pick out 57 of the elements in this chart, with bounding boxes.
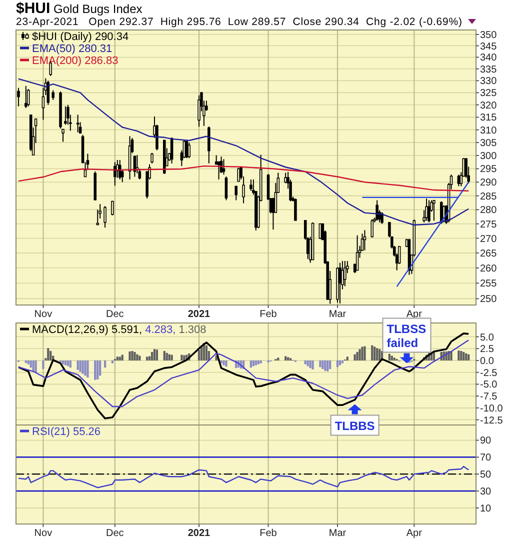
x-tick-label: Dec: [106, 309, 124, 320]
y-tick-label: 50: [480, 470, 492, 481]
text: 4.283,: [142, 324, 176, 336]
y-tick-label: 350: [480, 30, 498, 41]
x-tick-label: Apr: [406, 309, 423, 320]
legend-label: EMA(200) 286.83: [32, 55, 118, 67]
x-tick-label: Feb: [260, 309, 278, 320]
y-tick-label: 335: [480, 64, 498, 76]
y-tick-label: 280: [480, 205, 498, 216]
y-tick-label: -12.5: [480, 415, 504, 426]
y-tick-label: 300: [480, 151, 498, 162]
series-label: 1.308: [176, 324, 206, 336]
y-tick-label: 260: [480, 263, 498, 274]
y-tick-label: -5.0: [480, 380, 498, 391]
y-tick-label: 2.5: [480, 344, 494, 356]
y-tick-label: 345: [480, 41, 498, 52]
y-tick-label: 340: [480, 52, 498, 64]
y-tick-label: -7.5: [480, 392, 498, 403]
y-tick-label: 275: [480, 219, 498, 230]
legend-label: $HUI (Daily) 290.34: [32, 31, 129, 43]
y-tick-label: -2.5: [480, 368, 498, 379]
x-tick-label: Apr: [406, 528, 423, 539]
y-tick-label: 10: [480, 503, 492, 514]
x-tick-label: 2021: [188, 528, 211, 539]
y-tick-label: -10.0: [480, 403, 504, 414]
y-tick-label: 315: [480, 112, 498, 124]
x-tick-label: Feb: [260, 528, 278, 539]
legend-label: RSI(21) 55.26: [32, 426, 100, 438]
y-tick-label: 290: [480, 178, 498, 189]
annotation: TLBBS: [334, 419, 375, 434]
y-tick-label: 30: [480, 486, 492, 498]
y-tick-label: 285: [480, 191, 498, 202]
y-tick-label: 325: [480, 88, 498, 100]
x-tick-label: Nov: [34, 528, 52, 539]
y-tick-label: 270: [480, 234, 498, 245]
legend-label: EMA(50) 280.31: [32, 43, 112, 55]
y-tick-label: 255: [480, 278, 498, 290]
y-tick-label: 5.0: [480, 332, 494, 344]
y-tick-label: 330: [480, 76, 498, 88]
y-tick-label: 250: [480, 294, 498, 306]
y-tick-label: 320: [480, 100, 498, 112]
legend-label: MACD(12,26,9) 5.591,: [32, 324, 142, 336]
x-tick-label: Dec: [106, 528, 124, 539]
y-tick-label: 90: [480, 436, 492, 447]
y-tick-label: 310: [480, 125, 498, 136]
chart-subtitle: 23-Apr-2021 Open 292.37 High 295.76 Low 289.57 Close 290.34 Chg -2.02 (-0.69%): [16, 16, 462, 28]
y-tick-label: 265: [480, 248, 498, 260]
x-tick-label: 2021: [188, 309, 211, 320]
annotation: TLBSS failed: [386, 322, 426, 350]
y-tick-label: 305: [480, 138, 498, 150]
x-tick-label: Mar: [328, 309, 347, 320]
y-tick-label: 70: [480, 452, 492, 464]
y-tick-label: 295: [480, 164, 498, 176]
x-tick-label: Mar: [328, 528, 347, 539]
y-tick-label: 0.0: [480, 356, 494, 367]
chart-title: $HUI Gold Bugs Index: [16, 0, 142, 17]
x-tick-label: Nov: [34, 309, 52, 320]
